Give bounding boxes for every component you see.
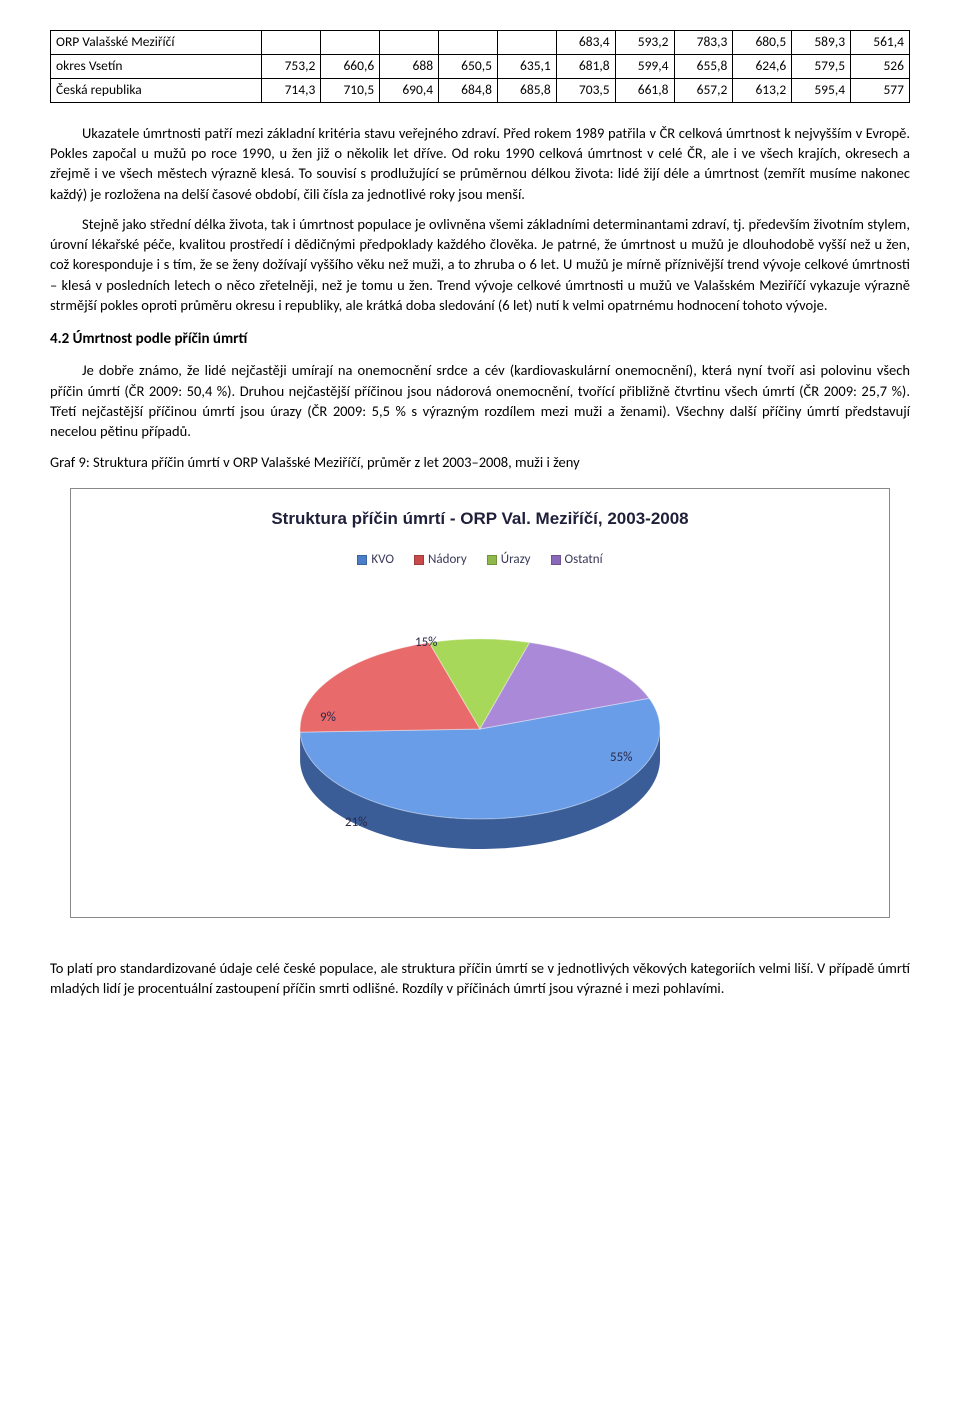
- paragraph-1: Ukazatele úmrtnosti patří mezi základní …: [50, 123, 910, 204]
- chart-caption: Graf 9: Struktura příčin úmrtí v ORP Val…: [50, 452, 910, 472]
- chart-title: Struktura příčin úmrtí - ORP Val. Meziří…: [71, 507, 889, 531]
- mortality-table: ORP Valašské Meziříčí 683,4593,2783,3680,…: [50, 30, 910, 103]
- table-cell: 657,2: [674, 78, 733, 102]
- paragraph-2: Stejně jako střední délka života, tak i …: [50, 214, 910, 315]
- legend-label: Nádory: [428, 552, 467, 567]
- paragraph-3: Je dobře známo, že lidé nejčastěji umíra…: [50, 360, 910, 441]
- pie-wrap: 55% 21% 9% 15%: [250, 579, 710, 879]
- legend-item: KVO: [357, 551, 394, 569]
- table-cell: 661,8: [615, 78, 674, 102]
- table-cell: 703,5: [556, 78, 615, 102]
- paragraph-4: To platí pro standardizované údaje celé …: [50, 958, 910, 999]
- table-cell: 624,6: [733, 54, 792, 78]
- table-cell: 683,4: [556, 31, 615, 55]
- row-label: okres Vsetín: [51, 54, 262, 78]
- pie-chart-container: Struktura příčin úmrtí - ORP Val. Meziří…: [70, 488, 890, 918]
- table-cell: 684,8: [439, 78, 498, 102]
- table-row: Česká republika714,3710,5690,4684,8685,8…: [51, 78, 910, 102]
- legend-swatch: [551, 555, 561, 565]
- pie-label: 9%: [320, 709, 336, 727]
- legend-swatch: [357, 555, 367, 565]
- table-cell: 660,6: [321, 54, 380, 78]
- table-cell: [439, 31, 498, 55]
- pie-label: 21%: [345, 814, 367, 832]
- table-cell: 710,5: [321, 78, 380, 102]
- legend-item: Nádory: [414, 551, 467, 569]
- table-cell: 690,4: [380, 78, 439, 102]
- table-cell: 599,4: [615, 54, 674, 78]
- table-cell: 577: [851, 78, 910, 102]
- table-cell: 650,5: [439, 54, 498, 78]
- legend-item: Ostatní: [551, 551, 603, 569]
- row-label: Česká republika: [51, 78, 262, 102]
- pie-label: 15%: [415, 634, 437, 652]
- legend-swatch: [414, 555, 424, 565]
- table-cell: 714,3: [262, 78, 321, 102]
- table-row: ORP Valašské Meziříčí 683,4593,2783,3680,…: [51, 31, 910, 55]
- table-cell: 685,8: [497, 78, 556, 102]
- table-cell: 753,2: [262, 54, 321, 78]
- legend-swatch: [487, 555, 497, 565]
- table-cell: 681,8: [556, 54, 615, 78]
- table-cell: [321, 31, 380, 55]
- table-row: okres Vsetín753,2660,6688650,5635,1681,8…: [51, 54, 910, 78]
- pie-chart: [250, 579, 710, 879]
- pie-label: 55%: [610, 749, 632, 767]
- chart-legend: KVO Nádory Úrazy Ostatní: [71, 551, 889, 569]
- table-cell: 688: [380, 54, 439, 78]
- table-cell: 680,5: [733, 31, 792, 55]
- table-cell: 595,4: [792, 78, 851, 102]
- table-cell: 526: [851, 54, 910, 78]
- legend-label: KVO: [371, 552, 394, 567]
- table-cell: 589,3: [792, 31, 851, 55]
- table-cell: 655,8: [674, 54, 733, 78]
- table-cell: 561,4: [851, 31, 910, 55]
- legend-label: Ostatní: [565, 552, 603, 567]
- table-cell: 635,1: [497, 54, 556, 78]
- table-cell: [497, 31, 556, 55]
- table-cell: [380, 31, 439, 55]
- table-cell: [262, 31, 321, 55]
- legend-label: Úrazy: [501, 552, 531, 567]
- table-cell: 783,3: [674, 31, 733, 55]
- legend-item: Úrazy: [487, 551, 531, 569]
- section-heading: 4.2 Úmrtnost podle příčin úmrtí: [50, 329, 910, 350]
- table-cell: 593,2: [615, 31, 674, 55]
- row-label: ORP Valašské Meziříčí: [51, 31, 262, 55]
- table-cell: 613,2: [733, 78, 792, 102]
- table-cell: 579,5: [792, 54, 851, 78]
